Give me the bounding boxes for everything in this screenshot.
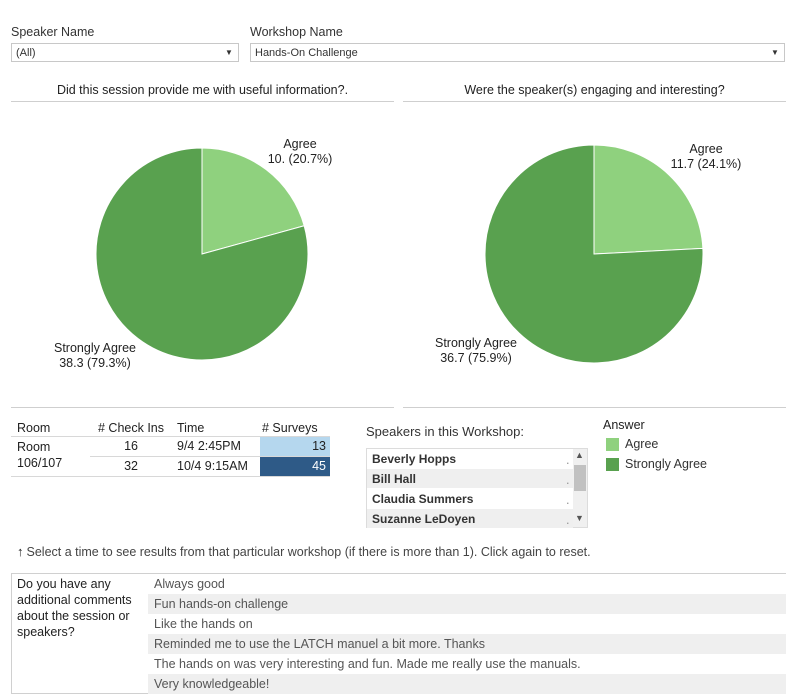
divider [403, 407, 786, 408]
question-line: Do you have any [17, 577, 111, 591]
pie-charts [95, 144, 704, 364]
checkins-cell-2[interactable]: 32 [124, 459, 138, 473]
pie1-agree-value: 10. (20.7%) [267, 152, 333, 166]
chart-title-engaging: Were the speaker(s) engaging and interes… [464, 83, 725, 97]
legend-label-agree: Agree [625, 437, 659, 451]
pie2-strongly-agree-category: Strongly Agree [435, 336, 517, 350]
pie2-strongly-agree-value: 36.7 (75.9%) [440, 351, 512, 365]
pie2-agree-category: Agree [689, 142, 723, 156]
workshop-filter-value: Hands-On Challenge [255, 46, 358, 59]
divider [90, 456, 330, 457]
divider [403, 101, 786, 102]
comment-item: Like the hands on [148, 614, 786, 634]
pie1-slice-strongly-agree[interactable] [95, 147, 309, 361]
speaker-dot: . [566, 496, 569, 506]
pie1-strongly-agree-label: Strongly Agree 38.3 (79.3%) [40, 341, 150, 371]
comment-item: Fun hands-on challenge [148, 594, 786, 614]
speaker-name: Claudia Summers [372, 492, 474, 506]
col-header-time: Time [177, 421, 205, 435]
speaker-item[interactable]: Bill Hall. [367, 469, 573, 489]
hint-text-container: ↑ Select a time to see results from that… [17, 544, 591, 559]
divider [11, 436, 330, 437]
time-cell-2[interactable]: 10/4 9:15AM [177, 459, 248, 473]
hint-text: Select a time to see results from that p… [26, 544, 591, 559]
room-cell: Room 106/107 [17, 439, 62, 471]
speaker-filter-value: (All) [16, 46, 36, 59]
workshop-filter-label: Workshop Name [250, 25, 343, 39]
chevron-down-icon[interactable]: ▼ [575, 513, 584, 523]
room-line-2: 106/107 [17, 456, 63, 470]
legend-swatch-strongly-agree [606, 457, 619, 471]
question-line: additional comments [17, 593, 132, 607]
arrow-up-icon: ↑ [17, 544, 24, 559]
legend-item-agree[interactable]: Agree [606, 437, 658, 451]
checkins-cell-1[interactable]: 16 [124, 439, 138, 453]
col-header-room: Room [17, 421, 51, 435]
legend-item-strongly-agree[interactable]: Strongly Agree [606, 457, 707, 471]
speaker-name: Beverly Hopps [372, 452, 457, 466]
pie1-agree-label: Agree 10. (20.7%) [250, 137, 350, 167]
comment-item: Very knowledgeable! [148, 674, 786, 694]
room-line-1: Room [17, 440, 51, 454]
comments-list: Always good Fun hands-on challenge Like … [148, 574, 786, 694]
col-header-checkins: # Check Ins [98, 421, 165, 435]
pie1-strongly-agree-value: 38.3 (79.3%) [59, 356, 131, 370]
speaker-filter-label: Speaker Name [11, 25, 95, 39]
speaker-item[interactable]: Suzanne LeDoyen. [367, 509, 573, 529]
comment-item: Always good [148, 574, 786, 594]
divider [11, 476, 330, 477]
chevron-down-icon: ▼ [771, 48, 779, 57]
question-line: speakers? [17, 625, 75, 639]
pie2-agree-label: Agree 11.7 (24.1%) [656, 142, 756, 172]
surveys-cell-1[interactable]: 13 [260, 437, 330, 456]
speaker-name: Suzanne LeDoyen [372, 512, 476, 526]
divider [11, 407, 394, 408]
col-header-surveys: # Surveys [262, 421, 318, 435]
pie1-slice-agree[interactable] [201, 147, 305, 255]
speaker-dot: . [566, 516, 569, 526]
legend-title: Answer [603, 418, 645, 432]
speaker-list[interactable]: Beverly Hopps. Bill Hall. Claudia Summer… [366, 448, 588, 529]
pie2-agree-value: 11.7 (24.1%) [670, 157, 742, 171]
pie2-slice-agree[interactable] [593, 144, 704, 255]
comment-item: The hands on was very interesting and fu… [148, 654, 786, 674]
chart-title-useful: Did this session provide me with useful … [56, 83, 349, 97]
speakers-title: Speakers in this Workshop: [366, 424, 524, 439]
pie1-strongly-agree-category: Strongly Agree [54, 341, 136, 355]
pie2-strongly-agree-label: Strongly Agree 36.7 (75.9%) [421, 336, 531, 366]
pie2-slice-strongly-agree[interactable] [484, 144, 704, 364]
pie1-agree-category: Agree [283, 137, 317, 151]
chevron-down-icon: ▼ [225, 48, 233, 57]
legend-label-strongly-agree: Strongly Agree [625, 457, 707, 471]
speaker-filter-dropdown[interactable]: (All) ▼ [11, 43, 239, 62]
speaker-name: Bill Hall [372, 472, 417, 486]
legend-swatch-agree [606, 437, 619, 451]
speaker-dot: . [566, 476, 569, 486]
time-cell-1[interactable]: 9/4 2:45PM [177, 439, 241, 453]
question-line: about the session or [17, 609, 130, 623]
speaker-item[interactable]: Beverly Hopps. [367, 449, 573, 469]
comments-panel: Do you have any additional comments abou… [11, 573, 786, 694]
scroll-thumb[interactable] [574, 465, 586, 491]
comments-question: Do you have any additional comments abou… [17, 576, 152, 640]
workshop-filter-dropdown[interactable]: Hands-On Challenge ▼ [250, 43, 785, 62]
divider [11, 101, 394, 102]
speaker-dot: . [566, 456, 569, 466]
comment-item: Reminded me to use the LATCH manuel a bi… [148, 634, 786, 654]
chevron-up-icon[interactable]: ▲ [575, 450, 584, 460]
speaker-list-scrollbar[interactable]: ▲ ▼ [573, 449, 587, 527]
speaker-item[interactable]: Claudia Summers. [367, 489, 573, 509]
surveys-cell-2[interactable]: 45 [260, 457, 330, 476]
